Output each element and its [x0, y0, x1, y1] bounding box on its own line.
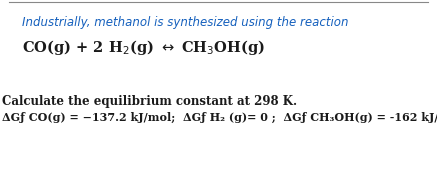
Text: CO(g) + 2 H$_2$(g) $\leftrightarrow$ CH$_3$OH(g): CO(g) + 2 H$_2$(g) $\leftrightarrow$ CH$…	[22, 38, 265, 57]
Text: ΔGƒ CO(g) = −137.2 kJ/mol;  ΔGƒ H₂ (g)= 0 ;  ΔGƒ CH₃OH(g) = -162 kJ/mol: ΔGƒ CO(g) = −137.2 kJ/mol; ΔGƒ H₂ (g)= 0…	[2, 112, 437, 123]
Text: Industrially, methanol is synthesized using the reaction: Industrially, methanol is synthesized us…	[22, 16, 348, 29]
Text: Calculate the equilibrium constant at 298 K.: Calculate the equilibrium constant at 29…	[2, 95, 297, 108]
